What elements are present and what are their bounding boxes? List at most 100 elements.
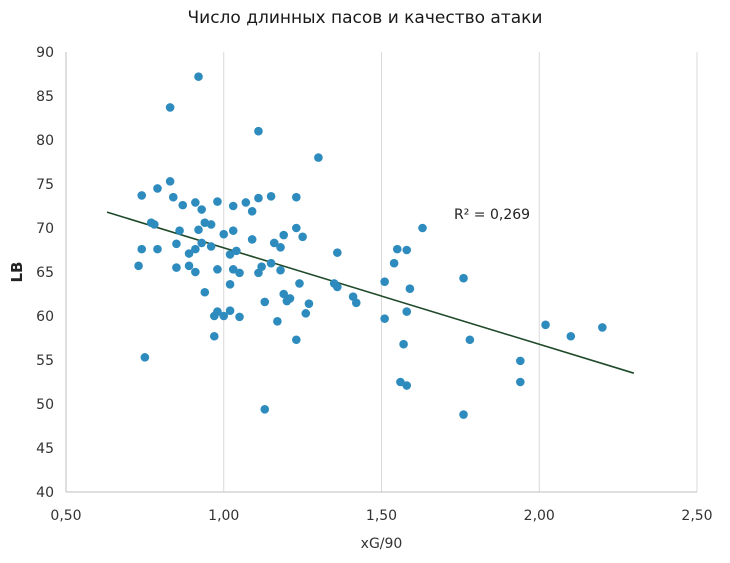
data-point: [235, 268, 244, 278]
data-point: [184, 261, 194, 271]
y-tick-label: 50: [36, 397, 54, 413]
data-point: [257, 262, 266, 272]
data-point: [389, 258, 399, 268]
x-tick-label: 0,50: [50, 508, 81, 524]
data-point: [266, 258, 276, 268]
data-point: [197, 205, 206, 214]
data-point: [191, 267, 200, 277]
y-tick-label: 85: [36, 89, 54, 105]
data-point: [153, 184, 162, 193]
y-tick-label: 80: [36, 133, 54, 149]
axes: [65, 52, 697, 493]
data-point: [380, 314, 389, 323]
data-point: [184, 249, 194, 258]
data-point: [225, 250, 235, 259]
data-point: [276, 243, 285, 252]
data-point: [279, 230, 288, 240]
data-point: [241, 198, 251, 207]
data-point: [206, 242, 216, 251]
data-point: [314, 153, 323, 162]
data-point: [405, 284, 415, 294]
data-point: [298, 232, 307, 242]
data-point: [266, 192, 276, 201]
data-point: [137, 191, 147, 200]
data-point: [516, 377, 525, 387]
data-point: [276, 265, 285, 275]
y-tick-label: 55: [36, 353, 54, 369]
y-tick-label: 70: [36, 221, 54, 237]
data-point: [396, 377, 405, 387]
data-point: [191, 244, 200, 254]
trendline-group: [106, 211, 635, 374]
data-point: [137, 244, 147, 254]
data-point: [194, 72, 203, 81]
data-point: [418, 223, 427, 233]
data-point: [209, 331, 219, 341]
data-point: [140, 353, 150, 362]
data-point: [402, 307, 412, 316]
data-point: [402, 381, 412, 390]
data-point: [333, 248, 342, 257]
data-point: [134, 261, 143, 271]
data-point: [285, 294, 295, 303]
data-point: [254, 126, 263, 136]
data-point: [254, 193, 263, 203]
data-point: [392, 244, 402, 254]
grid: [223, 52, 698, 492]
data-point: [232, 246, 241, 256]
points-group: [134, 72, 607, 419]
data-point: [304, 299, 314, 308]
data-point: [333, 282, 342, 292]
data-point: [219, 311, 229, 321]
data-point: [292, 192, 301, 202]
data-point: [165, 177, 175, 186]
data-point: [402, 245, 412, 255]
chart-title: Число длинных пасов и качество атаки: [187, 8, 543, 28]
data-point: [295, 279, 304, 288]
y-axis-label: LB: [8, 262, 26, 283]
data-point: [200, 287, 210, 297]
data-point: [260, 297, 270, 307]
data-point: [292, 335, 301, 345]
data-point: [598, 323, 607, 332]
data-point: [260, 404, 270, 414]
x-axis-label: xG/90: [361, 536, 403, 552]
data-point: [168, 192, 178, 202]
data-point: [165, 103, 175, 112]
data-point: [279, 289, 288, 299]
y-tick-label: 45: [36, 441, 54, 457]
data-point: [541, 320, 550, 330]
r-squared-annotation: R² = 0,269: [454, 207, 530, 223]
data-point: [225, 280, 235, 289]
x-tick-label: 2,50: [681, 508, 712, 524]
data-point: [459, 273, 468, 283]
data-point: [172, 239, 181, 249]
data-point: [566, 331, 576, 341]
data-point: [516, 356, 525, 366]
y-tick-label: 90: [36, 45, 54, 61]
data-point: [292, 223, 301, 233]
data-point: [213, 197, 222, 206]
data-point: [247, 206, 257, 216]
data-point: [301, 309, 311, 318]
data-point: [213, 265, 222, 274]
data-point: [194, 225, 203, 235]
data-point: [175, 226, 184, 235]
y-tick-label: 40: [36, 485, 54, 501]
x-tick-label: 1,00: [208, 508, 239, 524]
data-point: [465, 335, 475, 345]
data-point: [213, 307, 222, 316]
data-point: [351, 298, 361, 308]
data-point: [225, 306, 235, 316]
x-tick-label: 1,50: [366, 508, 397, 524]
trendline: [106, 211, 635, 374]
data-point: [459, 410, 468, 419]
data-point: [228, 265, 238, 274]
data-point: [228, 201, 238, 211]
data-point: [178, 200, 188, 210]
data-point: [150, 220, 159, 229]
data-point: [247, 235, 257, 244]
data-point: [191, 198, 200, 207]
